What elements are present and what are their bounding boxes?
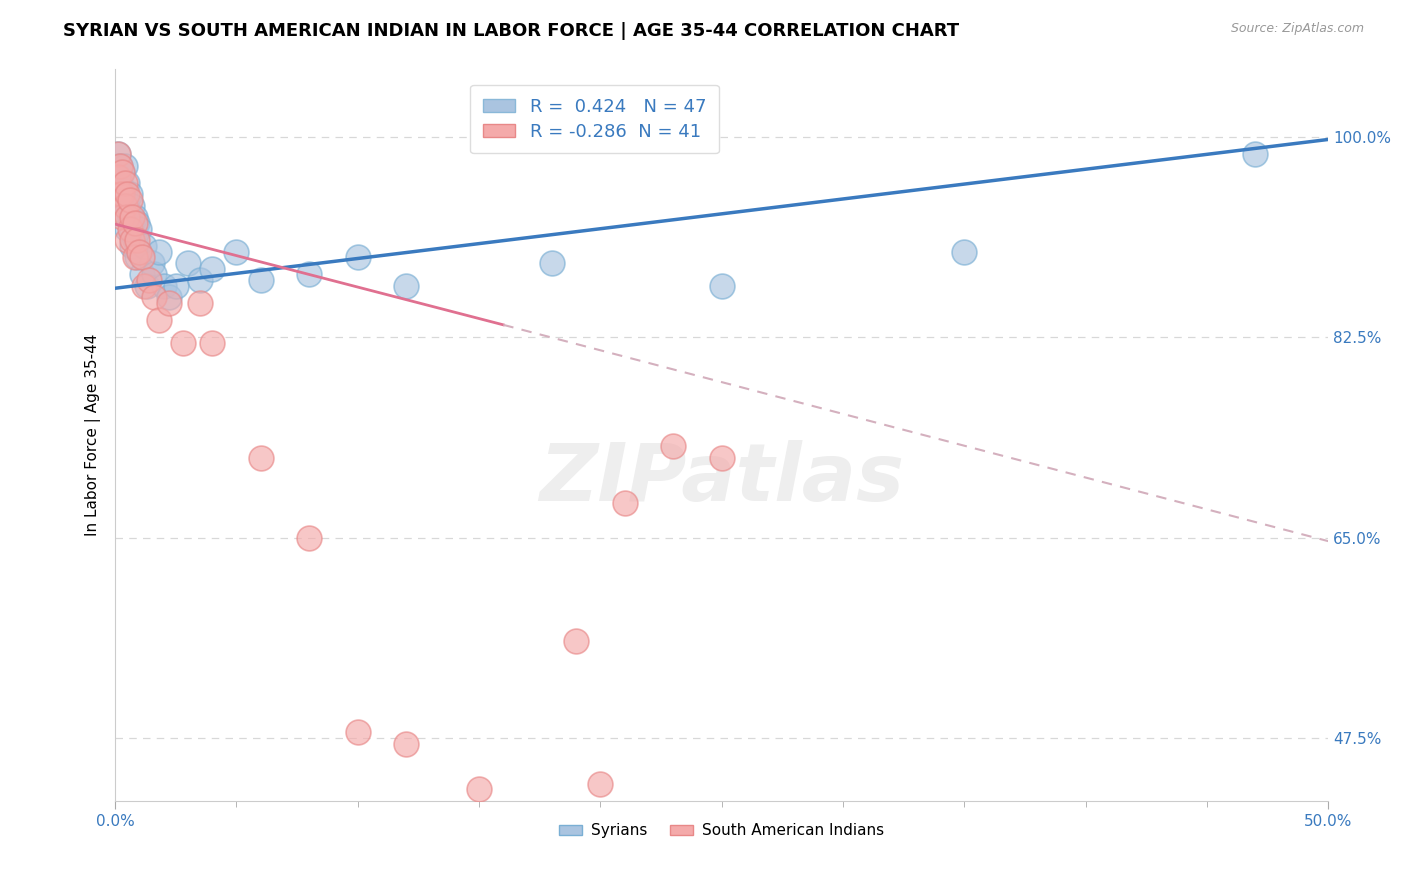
Point (117, 199, 139, 213)
Point (125, 250, 148, 264)
Point (108, 193, 131, 207)
Point (124, 216, 146, 230)
Point (131, 250, 153, 264)
Point (117, 211, 139, 225)
Point (118, 211, 141, 225)
Point (128, 244, 150, 259)
Point (177, 256, 200, 270)
Point (395, 737, 418, 751)
Point (111, 199, 134, 213)
Point (188, 273, 211, 287)
Point (710, 279, 733, 293)
Y-axis label: In Labor Force | Age 35-44: In Labor Force | Age 35-44 (86, 334, 101, 536)
Point (165, 279, 187, 293)
Point (1244, 147, 1267, 161)
Point (225, 244, 247, 259)
Point (135, 279, 157, 293)
Point (201, 261, 224, 276)
Point (298, 268, 321, 282)
Point (107, 170, 129, 185)
Point (107, 147, 129, 161)
Point (143, 290, 166, 304)
Point (108, 176, 131, 190)
Point (128, 244, 150, 259)
Point (395, 279, 418, 293)
Point (152, 279, 174, 293)
Point (148, 313, 170, 327)
Point (172, 336, 194, 351)
Point (111, 164, 134, 178)
Point (128, 221, 150, 235)
Point (111, 187, 134, 202)
Point (107, 170, 129, 185)
Point (117, 221, 139, 235)
Point (121, 239, 143, 253)
Point (138, 273, 160, 287)
Point (121, 221, 143, 235)
Point (468, 782, 491, 797)
Point (249, 273, 271, 287)
Point (143, 268, 166, 282)
Point (157, 290, 180, 304)
Point (108, 159, 131, 173)
Point (114, 176, 136, 190)
Point (589, 777, 612, 791)
Point (124, 233, 146, 247)
Point (108, 159, 131, 173)
Point (118, 187, 141, 202)
Point (107, 159, 129, 173)
Legend: Syrians, South American Indians: Syrians, South American Indians (553, 817, 890, 845)
Point (346, 725, 368, 739)
Point (157, 296, 180, 310)
Point (249, 450, 271, 465)
Point (118, 221, 141, 235)
Point (662, 439, 685, 453)
Point (201, 336, 224, 351)
Point (141, 256, 163, 270)
Point (124, 250, 146, 264)
Point (108, 187, 131, 202)
Text: Source: ZipAtlas.com: Source: ZipAtlas.com (1230, 22, 1364, 36)
Point (114, 187, 136, 202)
Point (953, 244, 976, 259)
Point (516, 839, 538, 854)
Point (346, 250, 368, 264)
Point (114, 204, 136, 219)
Point (710, 450, 733, 465)
Point (613, 496, 636, 510)
Point (125, 233, 148, 247)
Point (540, 256, 562, 270)
Point (188, 296, 211, 310)
Point (121, 199, 143, 213)
Text: ZIPatlas: ZIPatlas (538, 440, 904, 517)
Point (148, 244, 170, 259)
Point (117, 233, 139, 247)
Point (111, 182, 134, 196)
Point (118, 193, 141, 207)
Point (117, 176, 139, 190)
Text: SYRIAN VS SOUTH AMERICAN INDIAN IN LABOR FORCE | AGE 35-44 CORRELATION CHART: SYRIAN VS SOUTH AMERICAN INDIAN IN LABOR… (63, 22, 959, 40)
Point (121, 233, 143, 247)
Point (117, 187, 139, 202)
Point (111, 211, 134, 225)
Point (114, 199, 136, 213)
Point (565, 633, 588, 648)
Point (107, 147, 129, 161)
Point (134, 239, 156, 253)
Point (134, 279, 156, 293)
Point (111, 164, 134, 178)
Point (298, 531, 321, 545)
Point (124, 211, 146, 225)
Point (121, 211, 143, 225)
Point (125, 216, 148, 230)
Point (131, 268, 153, 282)
Point (114, 159, 136, 173)
